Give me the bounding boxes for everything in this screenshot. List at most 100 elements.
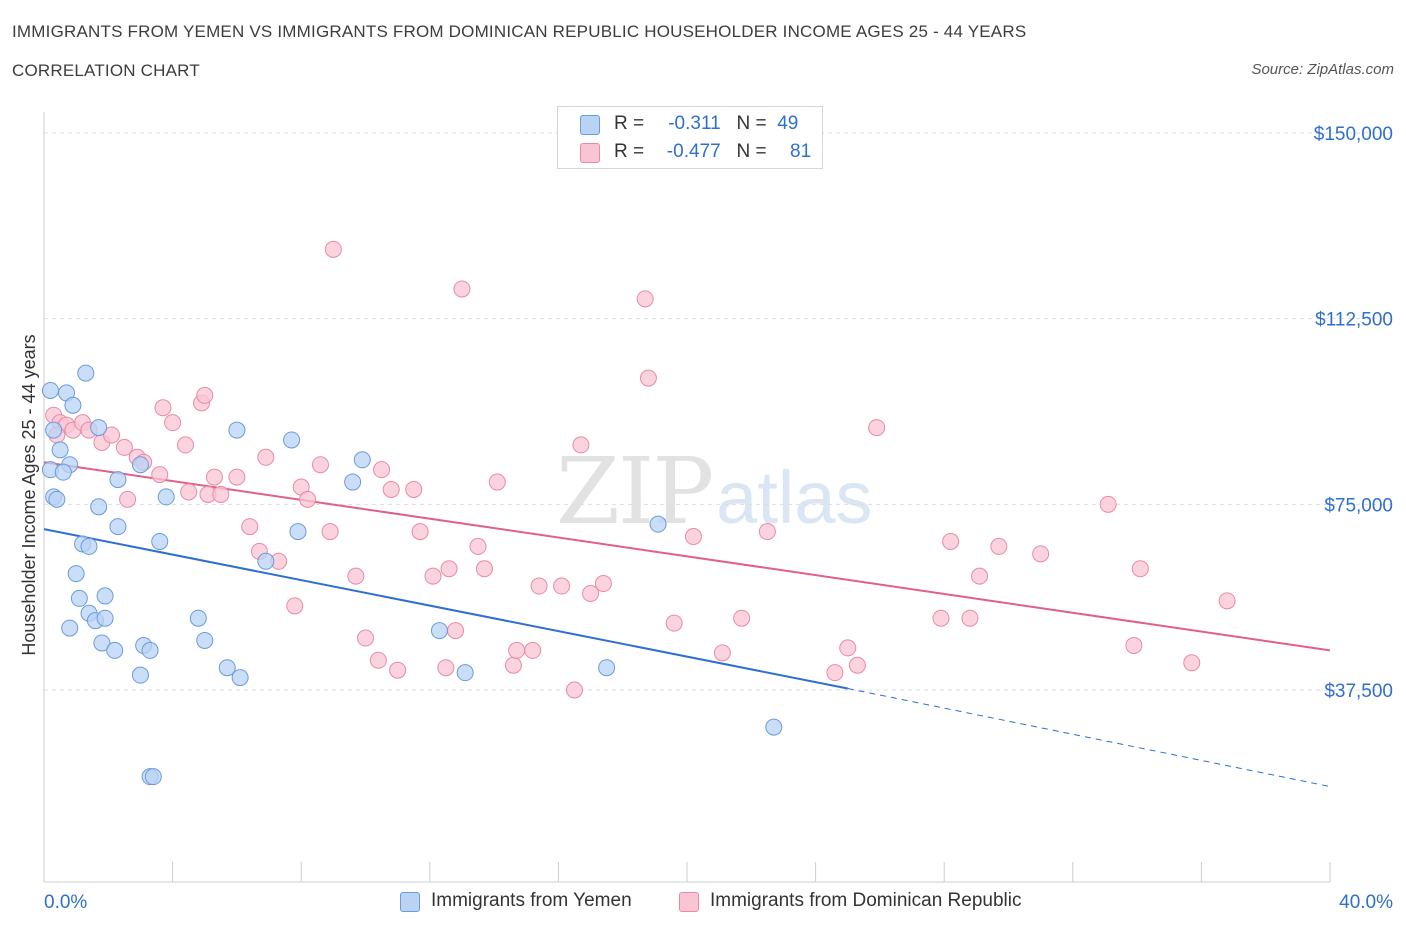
point-yemen [80, 537, 98, 555]
point-dominican [103, 426, 121, 444]
point-dominican [299, 490, 317, 508]
point-yemen [90, 498, 108, 516]
point-dominican [1183, 654, 1201, 672]
r-label: R = [614, 113, 645, 134]
bottom-legend-swatch-dominican [679, 892, 699, 912]
n-label: N = [736, 113, 767, 134]
point-dominican [733, 609, 751, 627]
point-dominican [524, 641, 542, 659]
point-dominican [1099, 495, 1117, 513]
point-yemen [189, 609, 207, 627]
point-dominican [582, 584, 600, 602]
axes [43, 112, 1331, 883]
point-yemen [45, 421, 63, 439]
point-dominican [424, 567, 442, 585]
chart-subtitle: CORRELATION CHART [12, 61, 200, 80]
point-dominican [1125, 636, 1143, 654]
r-label: R = [614, 141, 645, 162]
point-yemen [77, 364, 95, 382]
point-dominican [382, 480, 400, 498]
point-yemen [96, 609, 114, 627]
point-yemen [765, 718, 783, 736]
point-dominican [1218, 592, 1236, 610]
point-yemen [228, 421, 246, 439]
point-yemen [144, 768, 162, 786]
point-dominican [971, 567, 989, 585]
point-yemen [93, 634, 111, 652]
point-dominican [369, 651, 387, 669]
point-dominican [826, 664, 844, 682]
n-value-dominican: 81 [790, 141, 812, 162]
y-tick-label: $150,000 [1314, 124, 1393, 145]
y-tick-label: $37,500 [1324, 681, 1393, 702]
point-dominican [324, 240, 342, 258]
point-yemen [218, 659, 236, 677]
point-dominican [839, 639, 857, 657]
point-dominican [475, 560, 493, 578]
point-yemen [109, 518, 127, 536]
trend-lines [43, 461, 1331, 788]
point-dominican [565, 681, 583, 699]
point-dominican [447, 622, 465, 640]
point-yemen [456, 664, 474, 682]
point-dominican [758, 523, 776, 541]
point-yemen [131, 456, 149, 474]
point-dominican [572, 436, 590, 454]
x-tick-label-max: 40.0% [1339, 892, 1393, 913]
point-yemen [90, 419, 108, 437]
point-dominican [151, 466, 169, 484]
legend-text-yemen: R = -0.311 N = 49 [614, 113, 798, 135]
legend-text-dominican: R = -0.477 N = 81 [614, 141, 811, 163]
point-dominican [180, 483, 198, 501]
chart-title: IMMIGRANTS FROM YEMEN VS IMMIGRANTS FROM… [12, 22, 1027, 41]
point-dominican [961, 609, 979, 627]
point-dominican [257, 448, 275, 466]
point-yemen [257, 552, 275, 570]
point-yemen [289, 523, 307, 541]
point-dominican [868, 419, 886, 437]
point-yemen [61, 619, 79, 637]
point-dominican [176, 436, 194, 454]
point-dominican [553, 577, 571, 595]
point-dominican [115, 438, 133, 456]
point-dominican [373, 461, 391, 479]
point-yemen [344, 473, 362, 491]
bottom-legend-label-yemen: Immigrants from Yemen [431, 890, 632, 911]
point-yemen [157, 488, 175, 506]
point-dominican [321, 523, 339, 541]
point-yemen [649, 515, 667, 533]
point-yemen [283, 431, 301, 449]
r-value-dominican: -0.477 [666, 141, 721, 162]
point-dominican [990, 537, 1008, 555]
y-axis-title: Householder Income Ages 25 - 44 years [19, 334, 39, 655]
point-dominican [1032, 545, 1050, 563]
point-yemen [70, 589, 88, 607]
source-label: Source: ZipAtlas.com [1251, 61, 1394, 78]
y-tick-label: $112,500 [1315, 310, 1393, 331]
point-dominican [639, 369, 657, 387]
point-dominican [411, 523, 429, 541]
point-dominican [164, 414, 182, 432]
point-dominican [713, 644, 731, 662]
point-dominican [286, 597, 304, 615]
point-yemen [598, 659, 616, 677]
point-yemen [131, 666, 149, 684]
point-dominican [848, 656, 866, 674]
point-dominican [440, 560, 458, 578]
point-dominican [228, 468, 246, 486]
point-dominican [530, 577, 548, 595]
point-yemen [67, 565, 85, 583]
point-yemen [109, 471, 127, 489]
point-dominican [437, 659, 455, 677]
point-yemen [41, 381, 59, 399]
point-yemen [106, 641, 124, 659]
point-dominican [119, 490, 137, 508]
point-dominican [196, 386, 214, 404]
point-dominican [488, 473, 506, 491]
trend-line-dominican [43, 461, 1331, 652]
point-dominican [636, 290, 654, 308]
point-yemen [231, 669, 249, 687]
trend-line-yemen [43, 528, 848, 690]
axis-labels: $37,500 $75,000 $112,500 $150,000 0.0% 40.0% H… [19, 124, 1393, 913]
point-yemen [96, 587, 114, 605]
